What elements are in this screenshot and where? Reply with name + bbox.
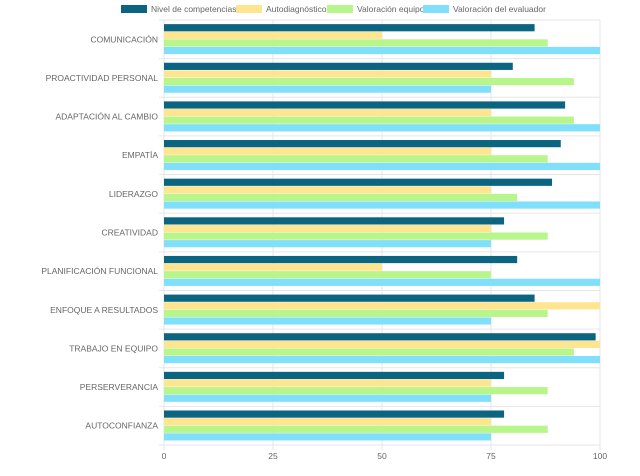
bar — [164, 155, 548, 163]
bar — [164, 394, 491, 402]
bar — [164, 108, 491, 117]
x-tick-label: 25 — [268, 451, 278, 461]
x-tick-label: 0 — [162, 451, 167, 461]
bar — [164, 418, 491, 426]
bar — [164, 348, 574, 356]
bar — [164, 271, 491, 279]
category-label: ENFOQUE A RESULTADOS — [50, 305, 158, 315]
bar — [164, 371, 505, 380]
bar — [164, 46, 600, 55]
bar — [164, 217, 505, 225]
bar — [164, 425, 548, 433]
category-label: ADAPTACIÓN AL CAMBIO — [56, 112, 159, 122]
bar — [164, 77, 574, 86]
bar — [164, 24, 535, 32]
bar — [164, 85, 491, 93]
bar — [164, 263, 382, 271]
bar — [164, 356, 600, 364]
bar — [164, 101, 566, 109]
x-tick-label: 75 — [486, 451, 496, 461]
category-label: CREATIVIDAD — [101, 228, 158, 238]
bar — [164, 140, 561, 148]
bar — [164, 62, 513, 70]
legend-swatch — [121, 5, 147, 13]
bar — [164, 39, 548, 47]
bar — [164, 162, 600, 171]
category-label: EMPATÍA — [122, 150, 158, 160]
bar — [164, 178, 553, 186]
category-label: LIDERAZGO — [109, 189, 159, 199]
category-label: AUTOCONFIANZA — [85, 421, 158, 431]
legend-swatch — [423, 5, 449, 13]
bar — [164, 379, 491, 387]
category-label: PROACTIVIDAD PERSONAL — [46, 73, 159, 83]
legend-label: Valoración equipo — [357, 4, 425, 14]
bar — [164, 70, 491, 78]
bar — [164, 278, 600, 286]
bar — [164, 302, 600, 310]
bar — [164, 147, 491, 155]
bar — [164, 333, 596, 341]
bar — [164, 186, 491, 194]
bar — [164, 387, 548, 395]
bar — [164, 201, 600, 209]
category-label: TRABAJO EN EQUIPO — [69, 343, 158, 353]
bar — [164, 124, 600, 132]
bar — [164, 240, 491, 248]
bar — [164, 294, 535, 302]
category-label: PLANIFICACIÓN FUNCIONAL — [41, 266, 158, 276]
category-label: PERSERVERANCIA — [80, 382, 159, 392]
x-tick-label: 100 — [593, 451, 607, 461]
bar — [164, 255, 518, 264]
bar — [164, 224, 491, 233]
bar — [164, 410, 505, 418]
bar — [164, 193, 518, 202]
legend-label: Autodiagnóstico — [266, 4, 327, 14]
bar — [164, 232, 548, 240]
x-tick-label: 50 — [377, 451, 387, 461]
bar — [164, 31, 382, 39]
legend-label: Valoración del evaluador — [453, 4, 546, 14]
bar — [164, 340, 600, 349]
legend-label: Nivel de competencias — [151, 4, 237, 14]
category-label: COMUNICACIÓN — [90, 34, 158, 44]
bar — [164, 433, 491, 441]
legend-swatch — [236, 5, 262, 13]
legend-swatch — [327, 5, 353, 13]
bar — [164, 317, 491, 325]
bar — [164, 116, 574, 124]
bar — [164, 309, 548, 317]
